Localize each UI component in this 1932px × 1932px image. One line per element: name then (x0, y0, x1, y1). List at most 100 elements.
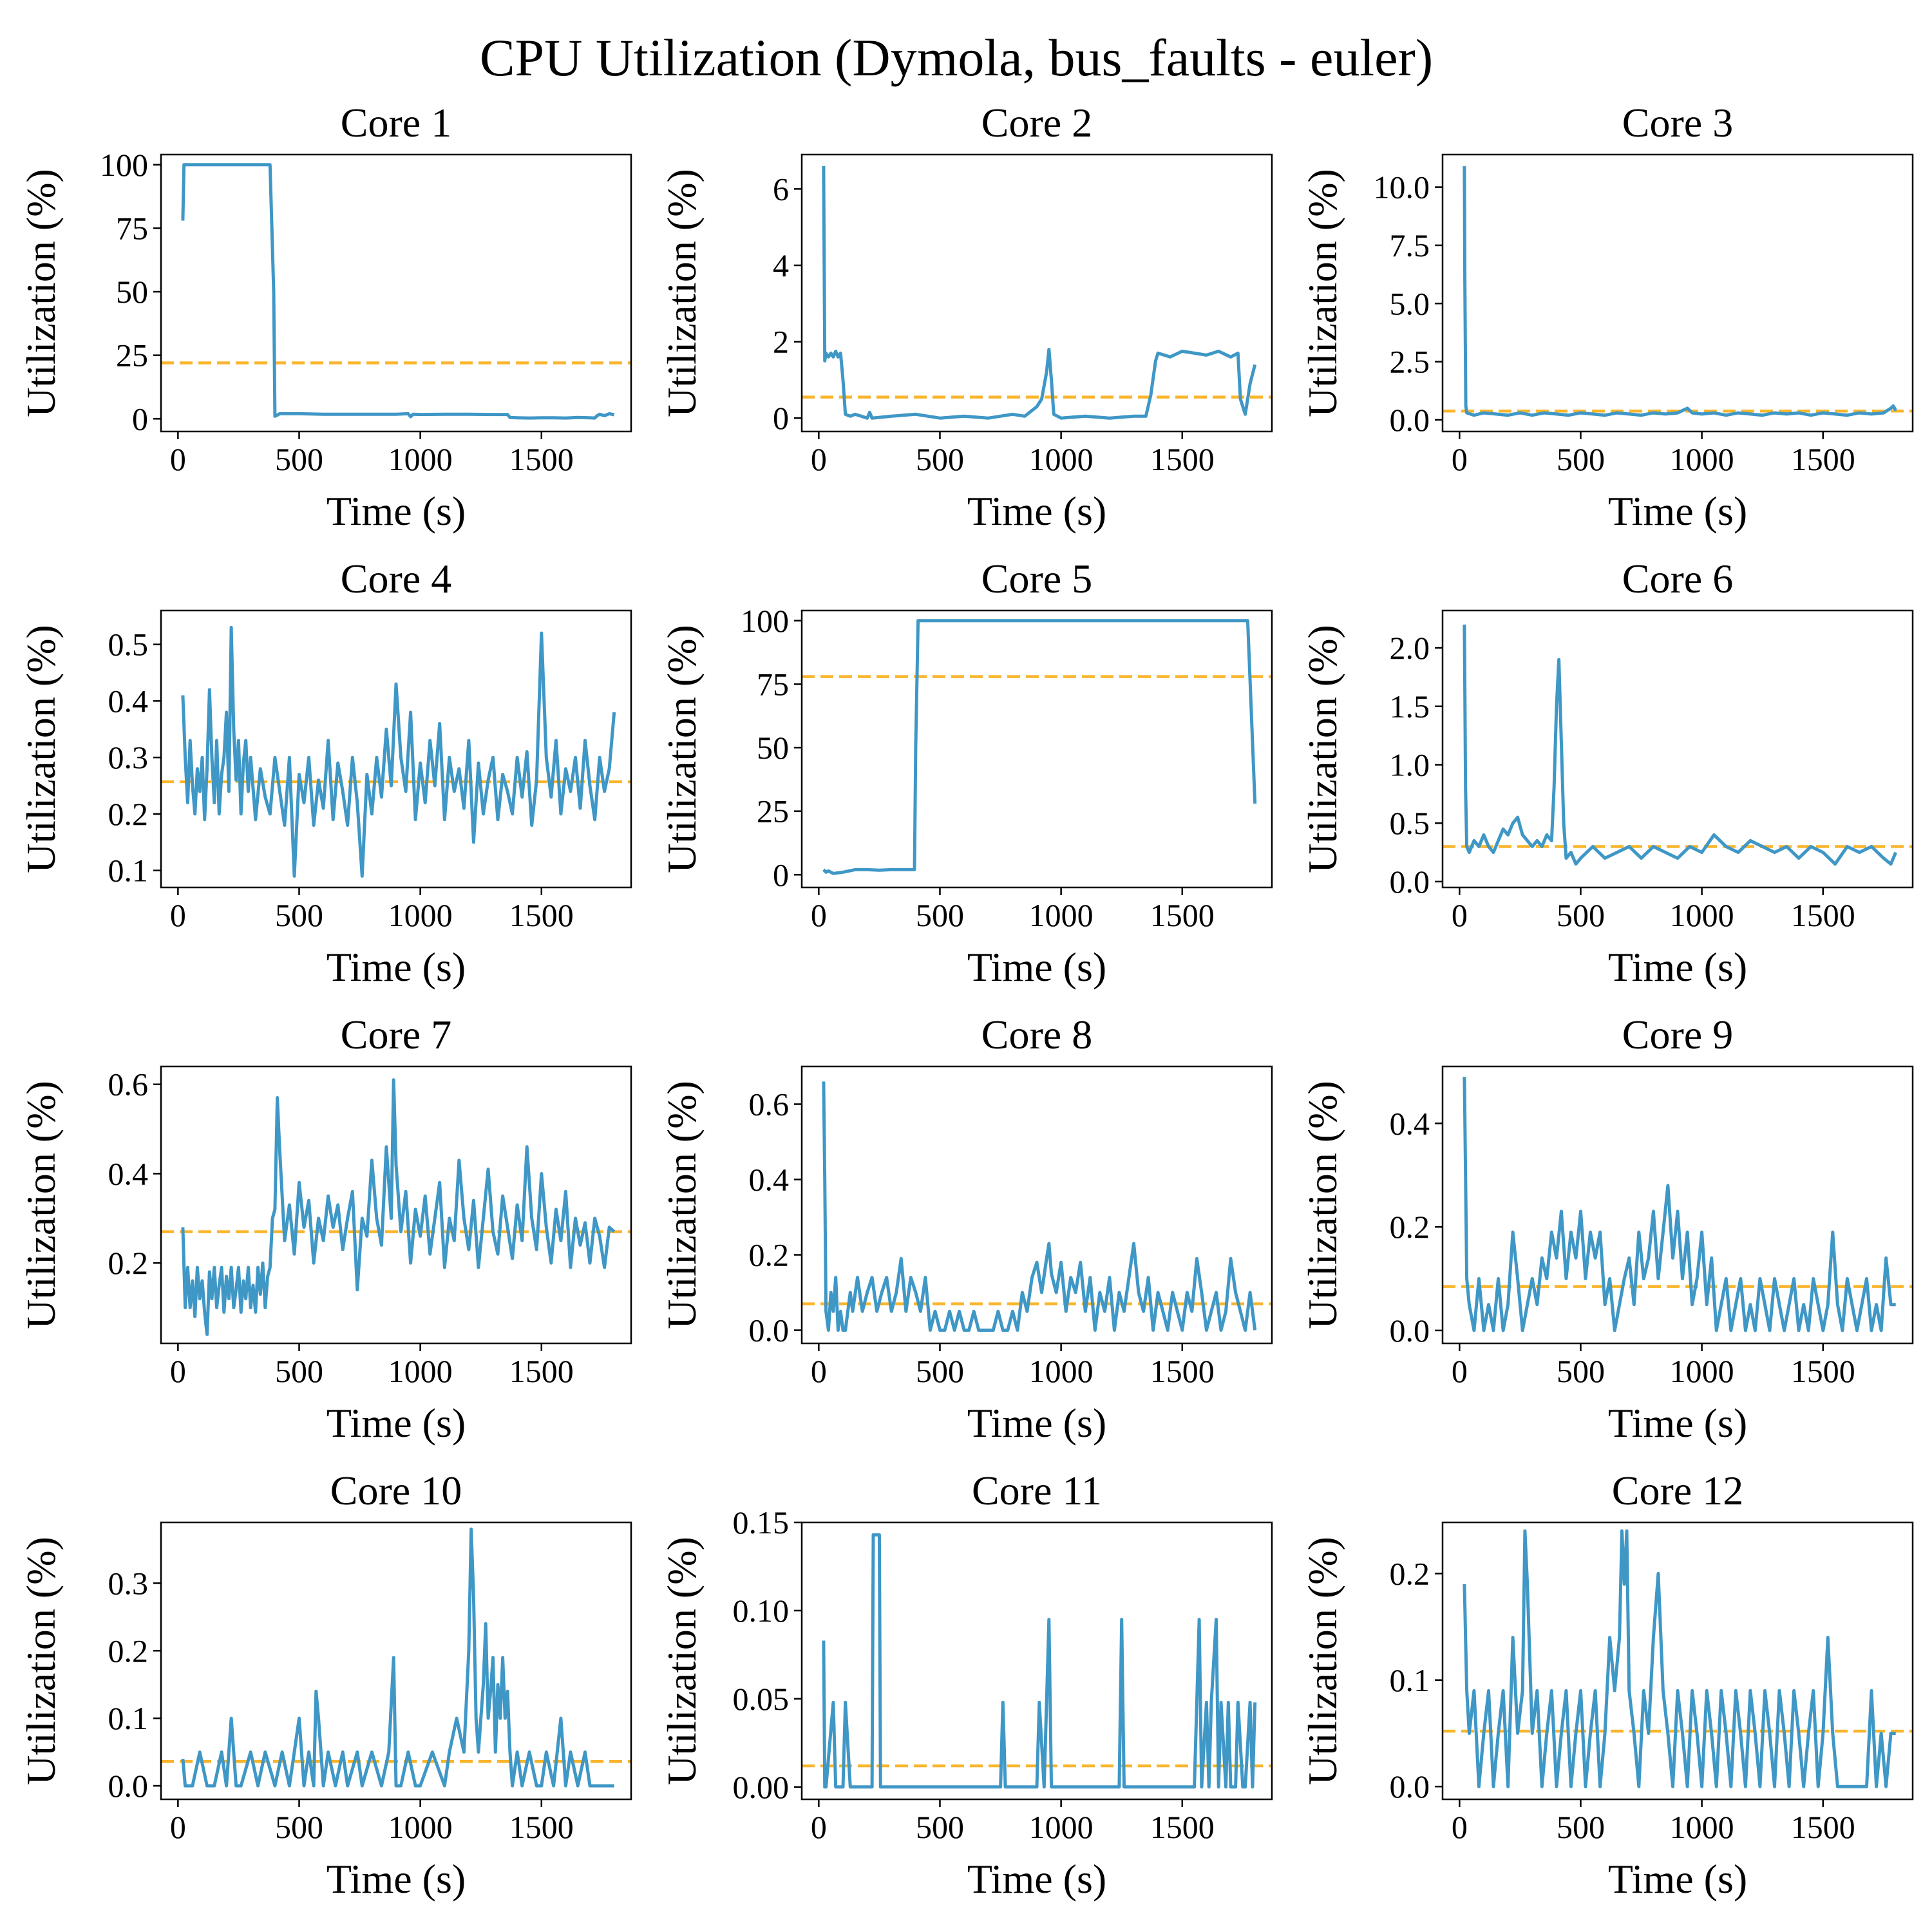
y-axis-label: Utilization (%) (1300, 625, 1345, 873)
plot-area (802, 1081, 1272, 1332)
x-tick-label: 1000 (1670, 1809, 1734, 1845)
x-tick-label: 1500 (509, 1809, 574, 1845)
y-tick-label: 100 (741, 603, 789, 639)
x-tick-label: 0 (1452, 441, 1468, 477)
panel-title: Core 7 (341, 1012, 451, 1057)
x-tick-label: 1000 (388, 897, 453, 933)
x-axis-label: Time (s) (327, 1400, 466, 1446)
y-tick-label: 0.5 (108, 627, 149, 663)
core-4-panel: Core 4 0 500 1000 1500 0.1 0.2 0.3 0.4 0.5 Time (s… (18, 556, 632, 990)
core-11-panel: Core 11 0 500 1000 1500 0.00 0.05 0.10 0.15 Time … (659, 1468, 1273, 1902)
x-tick-label: 1000 (1029, 441, 1094, 477)
y-tick-label: 1.5 (1390, 688, 1430, 724)
panel-title: Core 2 (981, 100, 1092, 146)
y-axis-label: Utilization (%) (659, 1081, 705, 1329)
axes-frame (160, 609, 632, 889)
x-tick-label: 0 (811, 897, 827, 933)
y-tick-label: 2 (773, 324, 789, 360)
x-tick-label: 1500 (509, 897, 574, 933)
x-tick-label: 500 (275, 1809, 323, 1845)
y-tick-label: 0.6 (108, 1066, 149, 1103)
y-tick-label: 2.5 (1390, 344, 1430, 380)
x-axis-label: Time (s) (327, 488, 466, 534)
plot-area (802, 1533, 1272, 1789)
y-tick-label: 0.2 (108, 1245, 149, 1281)
y-tick-label: 0.0 (1390, 864, 1430, 900)
utilization-series-line (181, 1528, 614, 1788)
plot-area (802, 166, 1272, 420)
plot-area (802, 619, 1272, 875)
core-6-panel: Core 6 0 500 1000 1500 0.0 0.5 1.0 1.5 2.0 Time (s… (1300, 556, 1914, 990)
y-tick-label: 6 (773, 171, 789, 207)
x-tick-label: 1000 (1029, 1353, 1094, 1389)
axes-frame (1441, 1521, 1914, 1801)
x-tick-label: 1500 (1791, 1809, 1855, 1845)
utilization-series-line (822, 1533, 1257, 1789)
x-axis-label: Time (s) (327, 944, 466, 990)
utilization-series-line (181, 625, 616, 878)
utilization-series-line (822, 619, 1257, 875)
x-tick-label: 1000 (1670, 1353, 1734, 1389)
y-tick-label: 0.2 (1390, 1555, 1430, 1591)
panel-title: Core 9 (1622, 1012, 1733, 1057)
y-tick-label: 25 (757, 793, 789, 829)
y-tick-label: 5.0 (1390, 285, 1430, 321)
x-tick-label: 0 (1452, 897, 1468, 933)
y-tick-label: 0.1 (108, 1700, 149, 1736)
y-axis-label: Utilization (%) (1300, 169, 1345, 417)
y-tick-label: 0 (773, 400, 789, 436)
x-tick-label: 500 (275, 1353, 323, 1389)
x-tick-label: 0 (170, 441, 186, 477)
panel-title: Core 12 (1612, 1468, 1743, 1513)
x-axis-label: Time (s) (967, 944, 1106, 990)
x-axis-label: Time (s) (967, 488, 1106, 534)
y-tick-label: 0.05 (733, 1681, 790, 1717)
y-tick-label: 0.4 (749, 1162, 790, 1198)
y-tick-label: 0.1 (108, 853, 149, 889)
y-tick-label: 0.2 (749, 1237, 790, 1273)
x-axis-label: Time (s) (1608, 944, 1747, 990)
plot-area (1443, 1077, 1913, 1332)
axes-frame (160, 1065, 632, 1345)
x-axis-label: Time (s) (967, 1400, 1106, 1446)
utilization-series-line (822, 1081, 1257, 1332)
y-axis-label: Utilization (%) (18, 1537, 64, 1785)
y-tick-label: 0.15 (733, 1504, 790, 1540)
y-tick-label: 0.2 (1390, 1209, 1430, 1245)
x-tick-label: 1000 (1029, 897, 1094, 933)
y-axis-label: Utilization (%) (18, 1081, 64, 1329)
panel-title: Core 3 (1622, 100, 1733, 146)
axes-frame (1441, 1065, 1914, 1345)
utilization-series-line (1463, 166, 1897, 417)
y-axis-label: Utilization (%) (659, 625, 705, 873)
y-tick-label: 75 (757, 666, 789, 702)
x-tick-label: 0 (1452, 1809, 1468, 1845)
y-axis-label: Utilization (%) (659, 169, 705, 417)
x-axis-label: Time (s) (327, 1856, 466, 1902)
x-tick-label: 1500 (1150, 1809, 1215, 1845)
y-tick-label: 100 (100, 147, 148, 183)
panel-title: Core 10 (330, 1468, 462, 1513)
y-tick-label: 0.0 (1390, 402, 1430, 438)
y-axis-label: Utilization (%) (18, 625, 64, 873)
panel-title: Core 5 (981, 556, 1092, 601)
y-tick-label: 75 (116, 210, 148, 246)
y-tick-label: 0.6 (749, 1086, 790, 1122)
utilization-series-line (181, 163, 615, 420)
panel-title: Core 11 (972, 1468, 1102, 1513)
x-tick-label: 1500 (1791, 441, 1855, 477)
x-axis-label: Time (s) (1608, 488, 1747, 534)
plot-area (161, 1078, 631, 1336)
x-tick-label: 1000 (388, 441, 453, 477)
axes-frame (160, 153, 632, 433)
x-tick-label: 1500 (1791, 1353, 1855, 1389)
x-tick-label: 500 (1557, 1353, 1605, 1389)
x-tick-label: 0 (811, 441, 827, 477)
x-tick-label: 0 (1452, 1353, 1468, 1389)
core-2-panel: Core 2 0 500 1000 1500 0 2 4 6 Time (s) Utilizatio… (659, 100, 1273, 534)
plot-area (161, 163, 631, 420)
y-axis-label: Utilization (%) (18, 169, 64, 417)
x-tick-label: 1500 (1150, 441, 1215, 477)
